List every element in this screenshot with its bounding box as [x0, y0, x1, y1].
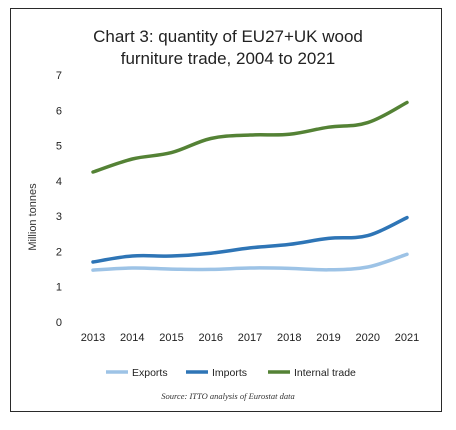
y-tick-label: 6: [56, 105, 62, 117]
series-line-imports: [91, 215, 409, 264]
y-tick-label: 4: [56, 176, 62, 188]
chart-title-line-1: Chart 3: quantity of EU27+UK wood: [93, 27, 363, 46]
x-tick-label: 2019: [316, 332, 340, 344]
x-tick-label: 2014: [120, 332, 144, 344]
chart-frame: [10, 8, 442, 412]
source-note: Source: ITTO analysis of Eurostat data: [161, 391, 295, 401]
x-tick-label: 2021: [395, 332, 419, 344]
y-tick-label: 7: [56, 70, 62, 82]
x-tick-label: 2016: [199, 332, 223, 344]
y-tick-label: 5: [56, 141, 62, 153]
y-tick-label: 0: [56, 317, 62, 329]
legend-label-imports: Imports: [212, 367, 247, 379]
x-tick-labels: 2013 2014 2015 2016 2017 2018 2019 2020 2021: [81, 332, 419, 344]
x-tick-label: 2020: [356, 332, 380, 344]
x-tick-label: 2018: [277, 332, 301, 344]
chart-title-line-2: furniture trade, 2004 to 2021: [121, 49, 336, 68]
series-line-exports: [91, 252, 409, 272]
series-line-internal-trade: [91, 100, 409, 174]
y-tick-label: 3: [56, 211, 62, 223]
x-tick-label: 2015: [159, 332, 183, 344]
legend: Exports Imports Internal trade: [106, 367, 356, 379]
y-axis-title: Million tonnes: [27, 183, 39, 251]
y-tick-label: 2: [56, 246, 62, 258]
x-tick-label: 2013: [81, 332, 105, 344]
legend-label-internal-trade: Internal trade: [294, 367, 356, 379]
y-tick-labels: 0 1 2 3 4 5 6 7: [56, 70, 62, 329]
series-lines: [91, 100, 409, 272]
y-tick-label: 1: [56, 282, 62, 294]
x-tick-label: 2017: [238, 332, 262, 344]
legend-label-exports: Exports: [132, 367, 168, 379]
